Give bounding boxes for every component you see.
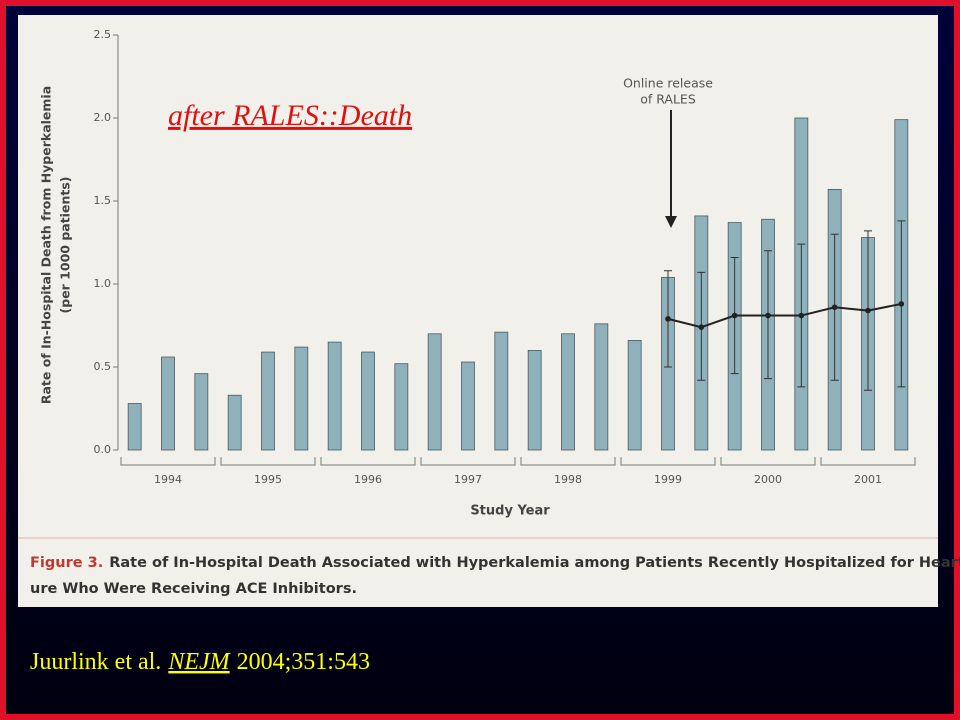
citation-authors: Juurlink et al. (30, 649, 161, 675)
bar (561, 333, 575, 451)
bar (394, 363, 409, 451)
bar (261, 351, 275, 451)
point (731, 312, 738, 319)
x-tick-label: 1996 (354, 473, 382, 486)
annotation: Online release (623, 76, 713, 91)
year-bracket (820, 457, 916, 466)
caption-line: Rate of In-Hospital Death Associated wit… (109, 555, 960, 571)
x-tick-label: 1995 (254, 473, 282, 486)
bar (494, 331, 509, 451)
x-tick-label: 1998 (554, 473, 582, 486)
point (698, 324, 705, 330)
year-bracket (620, 457, 716, 466)
bar (427, 333, 442, 451)
y-tick-label: 2.0 (94, 111, 112, 124)
annotation-arrowhead (665, 216, 677, 228)
citation-details: 2004;351:543 (237, 649, 370, 675)
bar (327, 341, 342, 451)
y-tick-label: 1.5 (94, 194, 112, 207)
line (667, 302, 902, 329)
bar (361, 351, 375, 451)
bar (461, 361, 475, 451)
year-bracket (320, 457, 416, 466)
point (831, 304, 838, 311)
point (765, 312, 771, 319)
y-axis-label: (per 1000 patients) (58, 177, 73, 314)
citation-journal: NEJM (167, 649, 231, 675)
bar (194, 373, 209, 451)
bar (227, 394, 242, 451)
point (798, 312, 805, 319)
figure-panel (18, 15, 938, 607)
year-bracket (220, 457, 316, 466)
bar (161, 356, 175, 451)
y-tick-label: 0.0 (94, 443, 112, 456)
y-tick-label: 1.0 (94, 277, 112, 290)
y-tick-label: 2.5 (94, 28, 112, 41)
bar (127, 403, 142, 451)
overlay-title: after RALES::Death (168, 99, 412, 132)
x-tick-label: 1994 (154, 473, 182, 486)
year-bracket (420, 457, 516, 466)
x-tick-label: 2000 (754, 473, 782, 486)
bar (627, 340, 642, 451)
bar (527, 349, 542, 451)
year-bracket (520, 457, 616, 466)
caption-line: ure Who Were Receiving ACE Inhibitors. (30, 581, 357, 597)
x-tick-label: 2001 (854, 473, 882, 486)
x-tick-label: 1999 (654, 473, 682, 486)
caption: Figure 3. Rate of In-Hospital Death Assoc… (30, 555, 960, 571)
bar (294, 346, 309, 451)
year-bracket (720, 457, 816, 466)
point (865, 307, 871, 314)
y-tick-label: 0.5 (94, 360, 112, 373)
point (898, 301, 905, 307)
year-bracket (120, 457, 216, 466)
x-axis-label: Study Year (470, 504, 550, 519)
annotation: of RALES (640, 92, 696, 107)
bar (594, 323, 609, 451)
y-axis-label: Rate of In-Hospital Death from Hyperkale… (39, 86, 54, 404)
caption-label: Figure 3. (30, 555, 103, 571)
x-tick-label: 1997 (454, 473, 482, 486)
point (665, 316, 671, 322)
citation: Juurlink et al. NEJM 2004;351:543 (30, 649, 370, 675)
